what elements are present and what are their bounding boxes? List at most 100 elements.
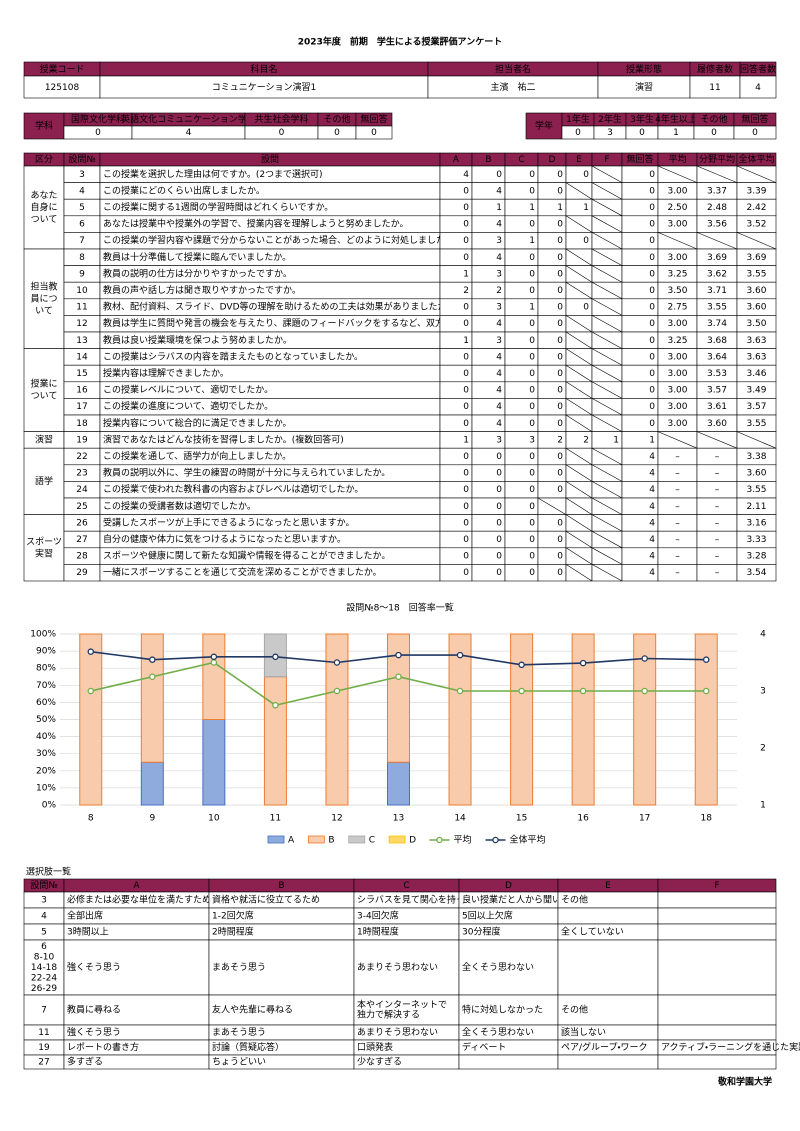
- cell-text: 17: [76, 402, 87, 412]
- cell-text: 0: [557, 253, 563, 263]
- cell-text: 良い授業だと人から聞いた: [462, 894, 570, 906]
- slash: [696, 165, 738, 183]
- y-tick-label: 70%: [36, 681, 56, 691]
- cell-text: 3: [496, 336, 502, 346]
- cell-text: 0: [496, 452, 502, 462]
- cell-text: 4: [649, 568, 655, 578]
- cell-text: 7: [41, 1006, 47, 1016]
- cell-text: 19: [38, 1043, 50, 1053]
- cell-text: 0: [557, 386, 563, 396]
- bar: [387, 633, 410, 763]
- slash: [591, 298, 623, 316]
- cell-text: 0: [529, 336, 535, 346]
- cell-text: 19: [76, 435, 88, 445]
- slash: [591, 198, 623, 217]
- cell-text: 4: [496, 352, 502, 362]
- cell-text: 1時間程度: [357, 926, 399, 938]
- cell-text: 0: [649, 220, 655, 230]
- cell-text: 0: [463, 203, 469, 213]
- cell-text: 3.55: [746, 419, 766, 429]
- slash: [565, 547, 593, 565]
- cell-text: 0: [463, 452, 469, 462]
- slash: [591, 215, 623, 233]
- cell-text: この授業の受講者数は適切でしたか。: [103, 500, 256, 512]
- cell-text: 教員の声や話し方は聞き取りやすかったですか。: [103, 284, 301, 296]
- cell-text: 2.42: [746, 203, 766, 213]
- cell-text: 0: [557, 402, 563, 412]
- cell-text: 3.62: [707, 269, 727, 279]
- cell-text: 0: [463, 552, 469, 562]
- cell-text: 9: [79, 269, 85, 279]
- cell-text: 0: [463, 220, 469, 230]
- y-tick-label: 20%: [36, 766, 56, 776]
- x-tick-label: 14: [454, 814, 466, 824]
- cell-text: 全くそう思わない: [462, 961, 534, 973]
- point: [149, 673, 156, 681]
- cell-text: この授業はシラバスの内容を踏まえたものとなっていましたか。: [103, 350, 363, 362]
- cell-text: 実習: [35, 547, 53, 559]
- cell-text: 7: [79, 236, 85, 246]
- y-tick-label: 30%: [36, 749, 56, 759]
- point: [149, 656, 156, 663]
- cell-text: 0: [557, 535, 563, 545]
- header-cell: [23, 112, 65, 140]
- cell-text: –: [675, 518, 680, 528]
- cell-text: 独力で解決する: [357, 1009, 420, 1021]
- header-text: C: [518, 155, 524, 165]
- slash: [565, 564, 593, 582]
- cell-text: 5: [41, 928, 47, 938]
- cell-text: 3.50: [746, 319, 766, 329]
- cell-text: 4: [496, 220, 502, 230]
- x-tick-label: 15: [516, 814, 527, 824]
- cell-text: 0: [529, 469, 535, 479]
- cell-text: 0: [463, 518, 469, 528]
- slash: [591, 248, 623, 266]
- x-tick-label: 9: [149, 814, 155, 824]
- cell-text: 0: [649, 402, 655, 412]
- cell-text: 2: [557, 435, 563, 445]
- cell-text: 18: [76, 419, 88, 429]
- cell-text: まあそう思う: [212, 1027, 266, 1038]
- cell-text: 4: [649, 452, 655, 462]
- slash: [565, 215, 593, 233]
- header-text: 学年: [535, 120, 553, 132]
- header-text: 科目名: [250, 63, 277, 75]
- cell-text: 3.00: [667, 419, 687, 429]
- slash: [591, 315, 623, 333]
- cell-text: 教員に尋ねる: [67, 1004, 121, 1016]
- cell-text: 3: [79, 170, 85, 180]
- header-text: 授業形態: [626, 63, 662, 75]
- cell-text: 0: [529, 186, 535, 196]
- cell-text: ついて: [31, 392, 58, 402]
- slash: [565, 364, 593, 383]
- y2-tick-label: 3: [760, 687, 766, 697]
- cell-text: 3.46: [746, 369, 766, 379]
- cell-text: 主濱 祐二: [490, 81, 535, 93]
- header-text: A: [453, 155, 460, 165]
- cell-text: –: [715, 502, 720, 512]
- cell-text: 0: [575, 128, 581, 138]
- cell-text: 0: [557, 319, 563, 329]
- header-text: 設問: [261, 154, 279, 165]
- cell-text: –: [675, 452, 680, 462]
- cell-text: 29: [76, 568, 88, 578]
- cell-text: ディベート: [462, 1041, 506, 1053]
- x-tick-label: 18: [701, 814, 713, 824]
- chart-title: 設問№8～18 回答率一覧: [346, 602, 454, 614]
- cell: [458, 939, 559, 996]
- cell-text: 27: [76, 535, 87, 545]
- header-text: 回答者数: [740, 63, 776, 75]
- header-text: 無回答: [741, 113, 768, 125]
- cell-text: 0: [557, 220, 563, 230]
- point: [579, 687, 587, 695]
- cell-text: 3.56: [707, 220, 727, 230]
- cell-text: 0: [463, 352, 469, 362]
- cell-text: 3.00: [667, 186, 687, 196]
- legend-label: B: [328, 836, 334, 846]
- cell-text: 3.38: [746, 452, 766, 462]
- cell-text: 3.61: [707, 402, 727, 412]
- cell-text: 3.33: [746, 535, 766, 545]
- cell-text: 0: [95, 128, 101, 138]
- cell-text: 0: [463, 485, 469, 495]
- cell: [657, 939, 777, 996]
